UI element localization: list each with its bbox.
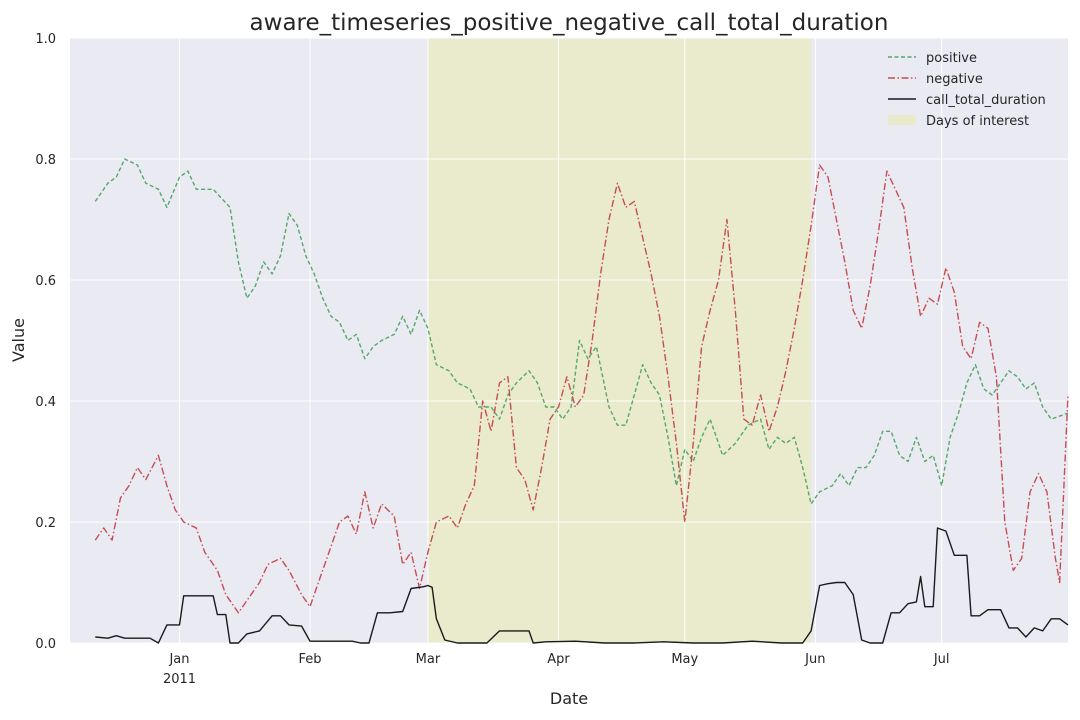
legend-label: call_total_duration xyxy=(926,93,1046,108)
series-line-positive xyxy=(94,158,1069,505)
series-line-negative xyxy=(94,164,1069,614)
x-tick-label: Feb xyxy=(299,652,322,667)
legend-label: negative xyxy=(926,72,983,87)
y-axis-label: Value xyxy=(9,318,28,362)
legend-label: Days of interest xyxy=(926,114,1029,129)
y-tick-label: 0.8 xyxy=(35,153,56,168)
y-tick-label: 0.4 xyxy=(35,395,56,410)
x-tick-label: Mar xyxy=(416,652,441,667)
series-line-call-total-duration xyxy=(95,527,1069,644)
y-tick-label: 0.6 xyxy=(35,274,56,289)
x-tick-label: May xyxy=(671,652,698,667)
legend: positive negative call_total_duration Days … xyxy=(888,51,1046,129)
x-tick-sublabel: 2011 xyxy=(163,672,196,687)
x-tick-label: Apr xyxy=(547,652,570,667)
legend-swatch-days-of-interest xyxy=(888,115,916,125)
days-of-interest-span xyxy=(427,38,812,643)
chart-title: aware_timeseries_positive_negative_call_… xyxy=(250,10,889,36)
x-tick-label: Jan xyxy=(168,652,189,667)
x-tick-label: Jun xyxy=(804,652,825,667)
y-tick-label: 0.2 xyxy=(35,516,56,531)
y-tick-label: 0.0 xyxy=(35,637,56,652)
x-tick-label: Jul xyxy=(933,652,950,667)
x-axis-label: Date xyxy=(550,689,588,708)
legend-label: positive xyxy=(926,51,977,66)
y-tick-label: 1.0 xyxy=(35,32,56,47)
